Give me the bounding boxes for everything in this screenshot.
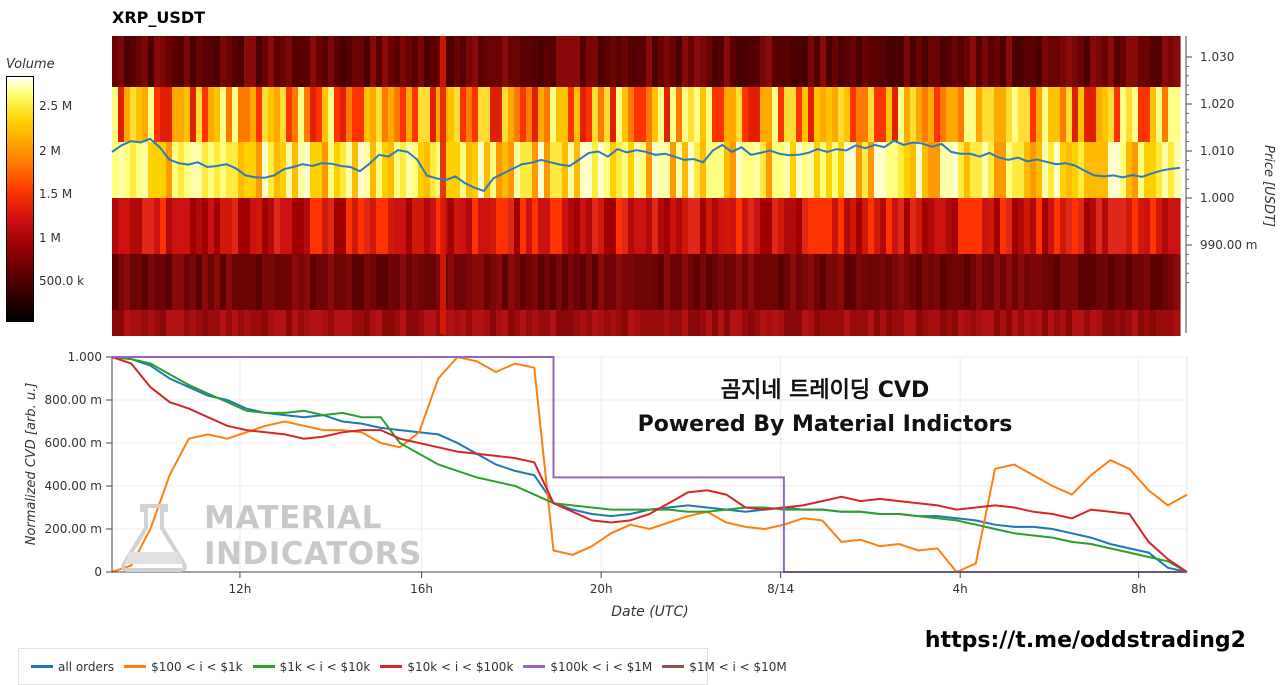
cvd-series-line bbox=[111, 355, 1188, 574]
legend-swatch bbox=[523, 665, 546, 668]
cvd-x-tick-label: 12h bbox=[228, 582, 251, 596]
legend-item[interactable]: $100 < i < $1k bbox=[124, 659, 243, 674]
price-tick-label: 1.020 bbox=[1200, 97, 1234, 111]
overlay-title-line: 곰지네 트레이딩 CVD bbox=[720, 378, 930, 403]
cvd-x-tick-label: 8h bbox=[1131, 582, 1146, 596]
overlay-title: 곰지네 트레이딩 CVD Powered By Material Indicto… bbox=[560, 374, 1090, 442]
legend-swatch bbox=[124, 665, 147, 668]
legend-item[interactable]: $1k < i < $10k bbox=[252, 659, 371, 674]
cvd-axes: 0 200.00 m 400.00 m 600.00 m 800.00 m 1.000 12… bbox=[45, 350, 1187, 596]
legend-label: all orders bbox=[58, 659, 115, 674]
watermark-line: MATERIAL bbox=[204, 500, 382, 536]
cvd-y-tick-label: 200.00 m bbox=[45, 522, 103, 536]
cvd-x-tick-label: 20h bbox=[590, 582, 613, 596]
cvd-series-line bbox=[111, 356, 1188, 573]
legend-swatch bbox=[662, 665, 685, 668]
cvd-x-tick-label: 8/14 bbox=[767, 582, 794, 596]
cvd-y-axis-label: Normalized CVD [arb. u.] bbox=[24, 383, 39, 546]
legend-swatch bbox=[380, 665, 403, 668]
cvd-y-tick-label: 1.000 bbox=[68, 350, 102, 364]
overlay-subtitle-line: Powered By Material Indictors bbox=[637, 412, 1013, 437]
cvd-x-axis-label: Date (UTC) bbox=[611, 604, 688, 620]
colorbar-tick: 2 M bbox=[39, 144, 61, 158]
cvd-legend: all orders $100 < i < $1k $1k < i < $10k $1… bbox=[18, 648, 787, 685]
heatmap-title: XRP_USDT bbox=[112, 8, 206, 27]
volume-colorbar bbox=[6, 76, 34, 322]
colorbar-tick: 2.5 M bbox=[39, 99, 73, 113]
legend-item[interactable]: $100k < i < $1M bbox=[523, 660, 652, 674]
legend-item[interactable]: $1M < i < $10M bbox=[662, 660, 787, 674]
cvd-y-tick-label: 400.00 m bbox=[45, 479, 103, 493]
cvd-series-line bbox=[111, 356, 1188, 573]
colorbar-tick: 500.0 k bbox=[39, 274, 85, 288]
legend-swatch bbox=[31, 665, 53, 668]
legend-label: $10k < i < $100k bbox=[407, 659, 514, 674]
price-tick-label: 990.00 m bbox=[1200, 238, 1258, 252]
legend-label: $1k < i < $10k bbox=[279, 659, 371, 674]
legend-swatch bbox=[252, 665, 275, 668]
colorbar-tick: 1 M bbox=[39, 231, 61, 245]
price-tick-label: 1.030 bbox=[1200, 50, 1234, 64]
watermark-line: INDICATORS bbox=[204, 536, 422, 572]
flask-icon bbox=[121, 504, 187, 572]
price-line bbox=[111, 137, 1181, 193]
legend-label: $1M < i < $10M bbox=[689, 659, 787, 674]
legend-item[interactable]: all orders bbox=[31, 660, 114, 674]
heatmap-chart: 1.030 1.020 1.010 1.000 990.00 m Price [USDT… bbox=[111, 36, 1276, 336]
cvd-y-tick-label: 800.00 m bbox=[45, 393, 103, 407]
legend-item[interactable]: $10k < i < $100k bbox=[380, 660, 513, 674]
cvd-y-tick-label: 600.00 m bbox=[45, 436, 103, 450]
price-tick-label: 1.000 bbox=[1200, 191, 1234, 205]
cvd-x-tick-label: 4h bbox=[953, 582, 968, 596]
cvd-y-tick-label: 0 bbox=[94, 565, 102, 579]
price-axis-label: Price [USDT] bbox=[1261, 145, 1276, 227]
colorbar-tick: 1.5 M bbox=[39, 187, 73, 201]
price-tick-label: 1.010 bbox=[1200, 144, 1234, 158]
legend-label: $100k < i < $1M bbox=[550, 659, 653, 674]
cvd-x-tick-label: 16h bbox=[410, 582, 433, 596]
colorbar-title: Volume bbox=[6, 57, 55, 72]
legend-label: $100 < i < $1k bbox=[151, 659, 243, 674]
telegram-link[interactable]: https://t.me/oddstrading2 bbox=[924, 628, 1246, 653]
price-axis: 1.030 1.020 1.010 1.000 990.00 m bbox=[1186, 50, 1258, 284]
